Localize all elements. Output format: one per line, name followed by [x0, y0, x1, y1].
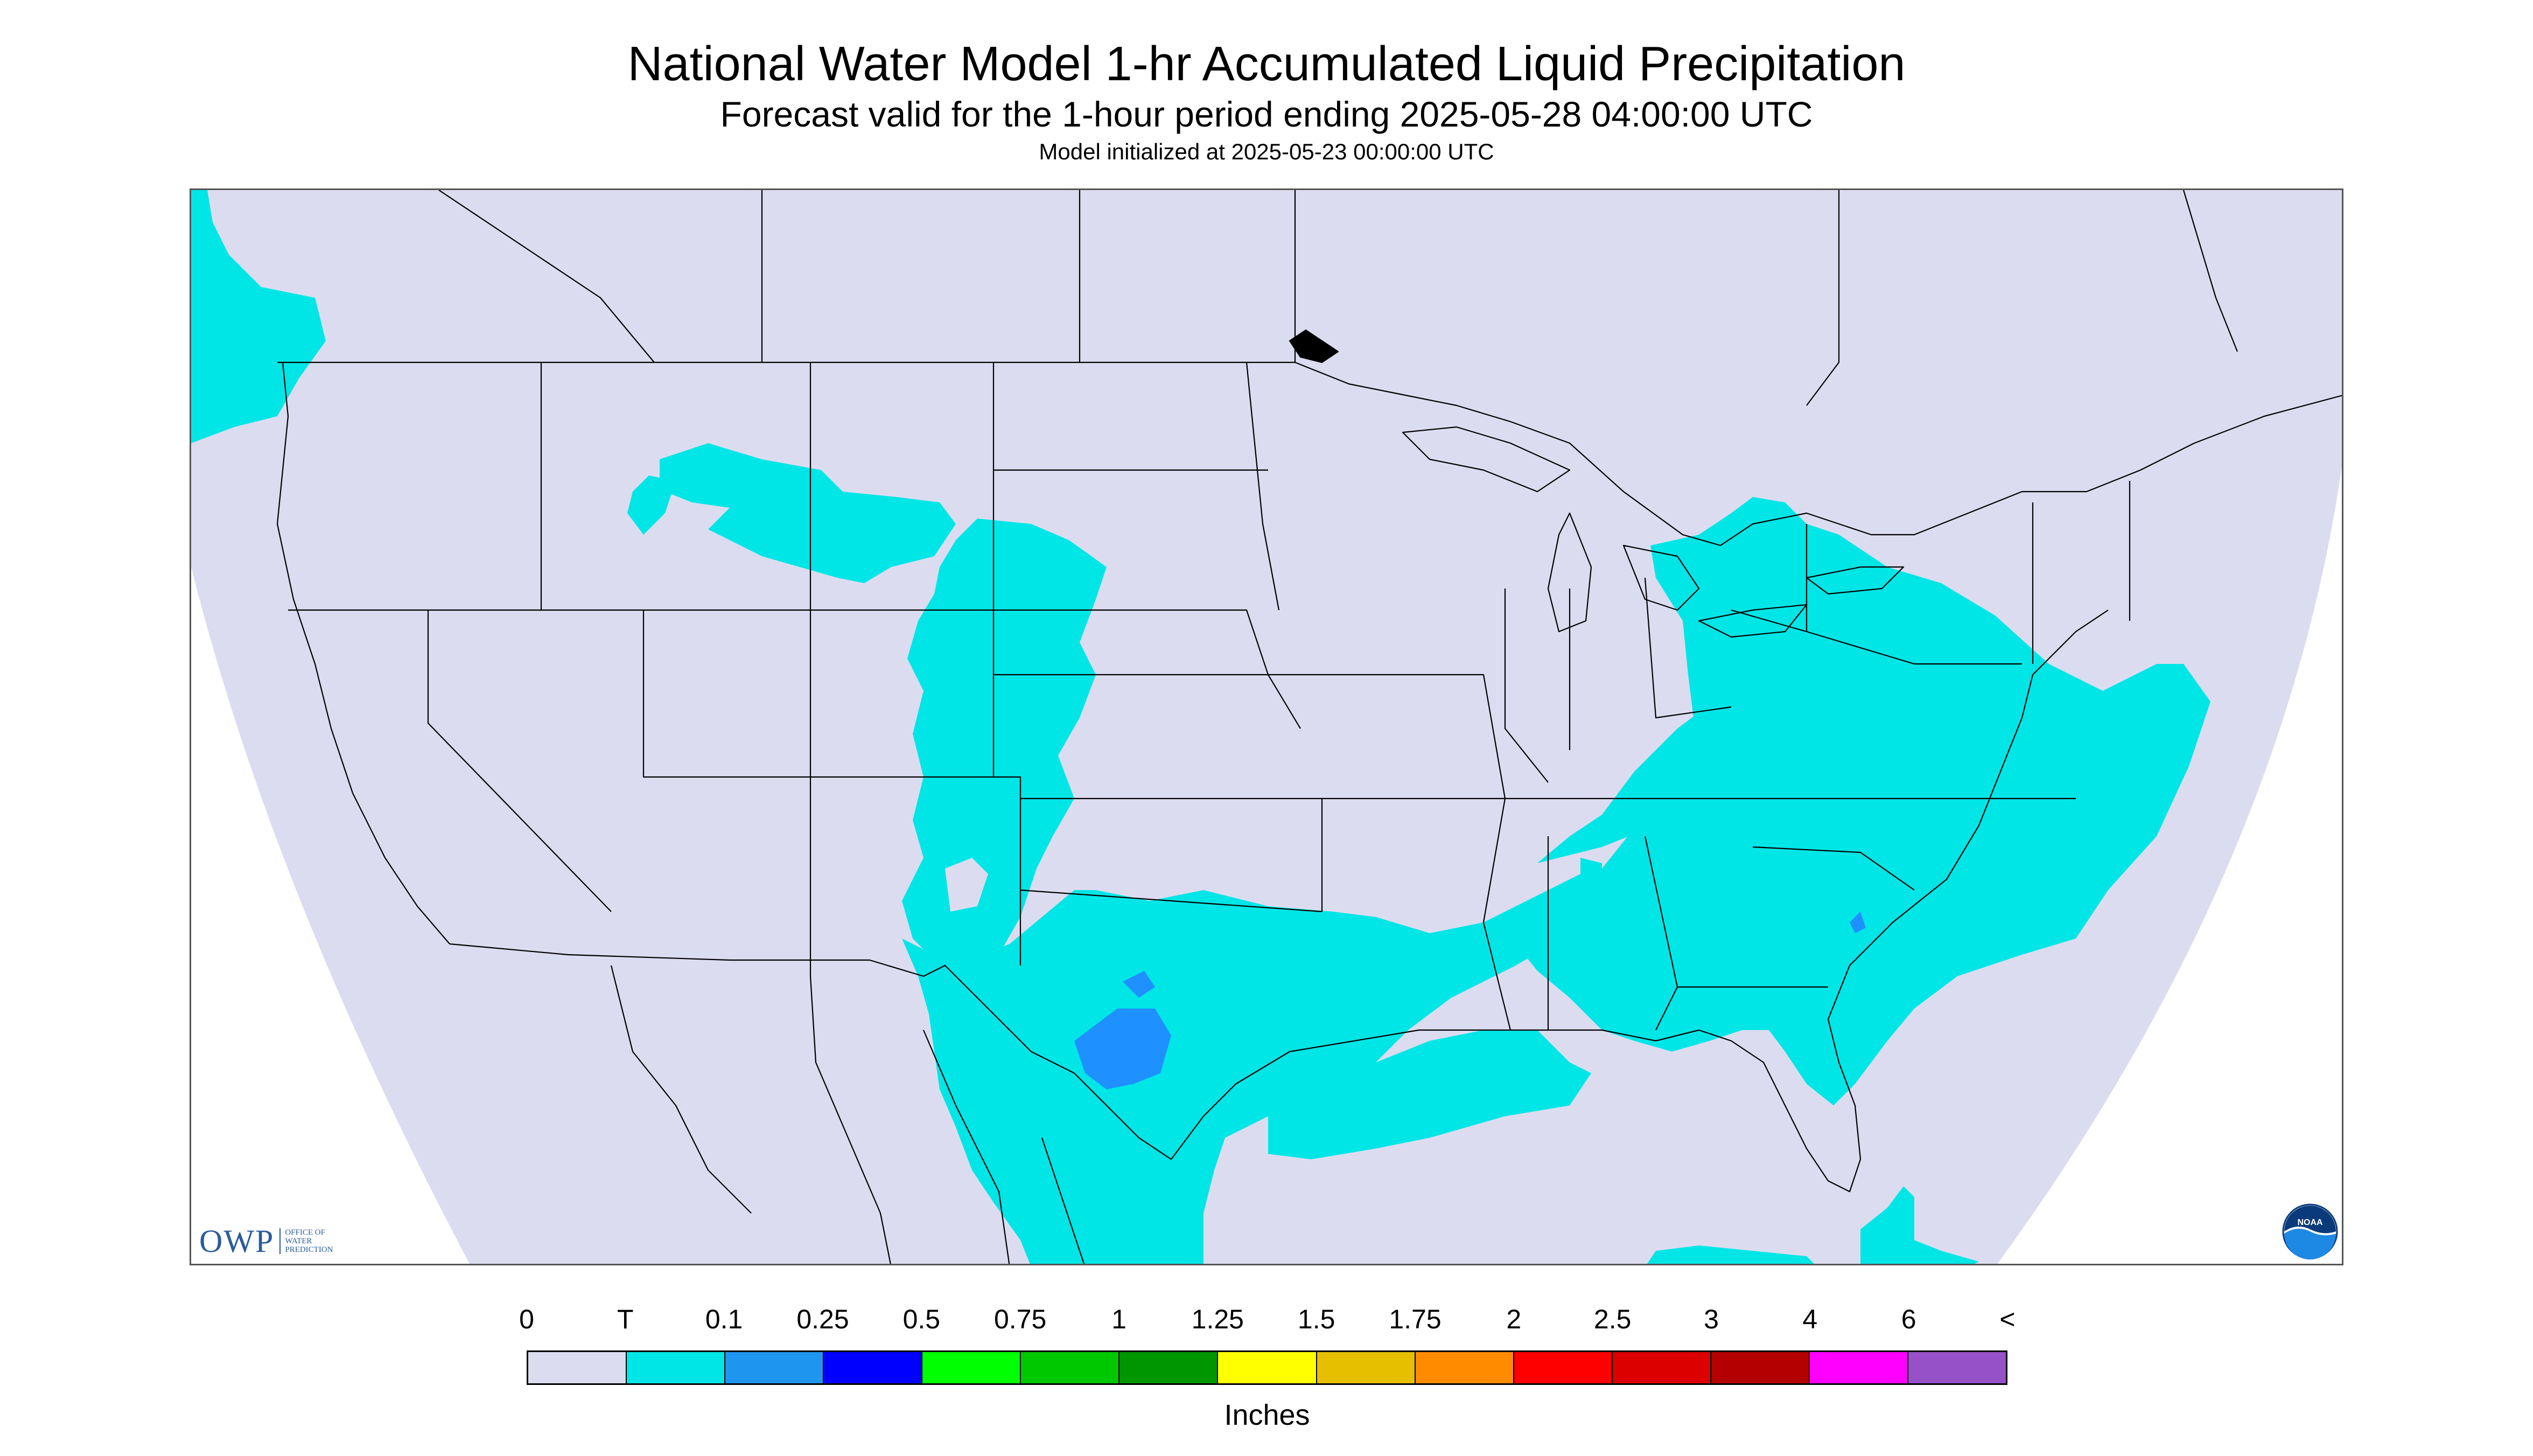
- great-lakes-outline: [1806, 566, 1905, 595]
- legend-swatch: [1218, 1352, 1317, 1383]
- precip-area-new-mexico-gap: [945, 858, 988, 912]
- state-line: [1245, 362, 1280, 611]
- legend-tick-label: T: [617, 1304, 634, 1334]
- precip-area-east: [1516, 497, 2210, 1105]
- legend-swatch: [1908, 1352, 2006, 1383]
- state-line: [1020, 889, 1323, 913]
- legend-tick-label: 2: [1506, 1304, 1522, 1334]
- legend-tick-label: 0.75: [993, 1304, 1047, 1334]
- map-subtitle: Forecast valid for the 1-hour period end…: [720, 94, 1813, 134]
- precip-area-montana: [649, 443, 956, 583]
- legend-color-bar: [527, 1350, 2007, 1385]
- state-line: [809, 362, 995, 777]
- precip-area-bahamas: [1860, 1186, 1979, 1264]
- precip-area-west-texas-cell: [1123, 971, 1155, 998]
- political-boundaries: [276, 190, 2342, 1264]
- legend-swatch: [627, 1352, 726, 1383]
- great-lakes-outline: [1622, 544, 1700, 611]
- state-line: [810, 776, 1021, 965]
- precip-area-small-cells: [1580, 858, 1602, 885]
- state-line: [1322, 797, 1512, 1031]
- legend-swatch: [1809, 1352, 1908, 1383]
- legend-tick-label: 6: [1901, 1304, 1916, 1334]
- precipitation-map: [190, 188, 2343, 1265]
- owp-logo: OWP OFFICE OF WATER PREDICTION: [199, 1222, 333, 1260]
- mexico-state-line: [809, 976, 891, 1264]
- legend-swatch: [1415, 1352, 1514, 1383]
- legend-swatch: [1317, 1352, 1416, 1383]
- state-line: [642, 610, 810, 778]
- precip-trace-areas: [191, 190, 2210, 1264]
- legend-labels: 0 T 0.1 0.25 0.5 0.75 1 1.25 1.5 1.75 2 2.5 3 4 6 <: [519, 1303, 2016, 1341]
- legend-tick-label: 1.25: [1191, 1304, 1244, 1334]
- legend-tick-label: 0.25: [796, 1304, 849, 1334]
- lake-of-the-woods: [1289, 329, 1339, 363]
- state-line: [1504, 589, 1549, 783]
- legend-units: Inches: [1224, 1399, 1310, 1431]
- legend-tick-label: 1.75: [1389, 1304, 1442, 1334]
- precip-area-caribbean: [1647, 1245, 1814, 1264]
- state-line: [540, 362, 811, 777]
- precip-area-pacific-northwest: [191, 190, 326, 443]
- state-line: [2182, 190, 2238, 352]
- mexico-state-line: [610, 965, 752, 1214]
- state-line: [438, 190, 655, 363]
- pacific-coastline: [276, 362, 450, 944]
- legend-tick-label: 0.1: [705, 1304, 743, 1334]
- state-line: [1806, 190, 1840, 406]
- legend-tick-label: 1.5: [1297, 1304, 1335, 1334]
- legend-tick-label: 1: [1111, 1304, 1126, 1334]
- state-line: [1268, 674, 1506, 799]
- state-line: [427, 610, 612, 912]
- legend-swatch: [725, 1352, 824, 1383]
- legend-tick-label: 0: [519, 1304, 534, 1334]
- precip-area-montana-west: [627, 475, 676, 535]
- precip-area-gulf: [1268, 1030, 1591, 1159]
- owp-logo-text: OWP: [199, 1223, 275, 1259]
- precip-area-carolina-coast: [1850, 912, 1866, 933]
- legend-swatch: [824, 1352, 923, 1383]
- legend-swatch: [528, 1352, 627, 1383]
- state-line: [1731, 609, 2022, 665]
- legend-tick-label: 3: [1704, 1304, 1719, 1334]
- precip-area-central-texas: [1074, 1009, 1171, 1089]
- mexico-state-line: [922, 1030, 1010, 1264]
- great-lakes-outline: [1698, 604, 1808, 638]
- great-lakes-outline: [1547, 512, 1592, 633]
- legend-tick-label: 4: [1802, 1304, 1818, 1334]
- us-mexico-border: [449, 943, 1172, 1160]
- legend-swatch: [1711, 1352, 1810, 1383]
- legend-swatch: [1119, 1352, 1219, 1383]
- us-canada-border-east: [1295, 361, 2342, 547]
- great-lakes-outline: [1402, 426, 1571, 493]
- map-canvas: [191, 190, 2342, 1264]
- model-init-time: Model initialized at 2025-05-23 00:00:00…: [1039, 139, 1494, 164]
- precipitation-legend: 0 T 0.1 0.25 0.5 0.75 1 1.25 1.5 1.75 2 2.5 3 4 6 < Inc…: [519, 1292, 2016, 1431]
- state-line: [1752, 846, 1915, 891]
- legend-swatch: [1514, 1352, 1613, 1383]
- owp-logo-subtext: OFFICE OF WATER PREDICTION: [279, 1228, 333, 1254]
- legend-swatch: [1612, 1352, 1711, 1383]
- mexico-state-line: [1041, 1137, 1085, 1264]
- noaa-logo-icon: NOAA: [2282, 1203, 2338, 1259]
- legend-tick-label: <: [1999, 1304, 2016, 1334]
- precip-light-areas: [1074, 912, 1866, 1089]
- state-line: [993, 609, 1269, 675]
- precip-area-central-plains: [902, 519, 1107, 971]
- legend-tick-label: 2.5: [1593, 1304, 1632, 1334]
- legend-swatch: [1021, 1352, 1120, 1383]
- legend-tick-label: 0.5: [902, 1304, 941, 1334]
- map-title: National Water Model 1-hr Accumulated Li…: [627, 37, 1906, 91]
- gulf-coastline: [1171, 610, 2109, 1193]
- legend-swatch: [922, 1352, 1021, 1383]
- state-line: [1644, 577, 1732, 719]
- precip-area-southern-plains: [902, 869, 1602, 1264]
- noaa-logo-text: NOAA: [2297, 1218, 2323, 1227]
